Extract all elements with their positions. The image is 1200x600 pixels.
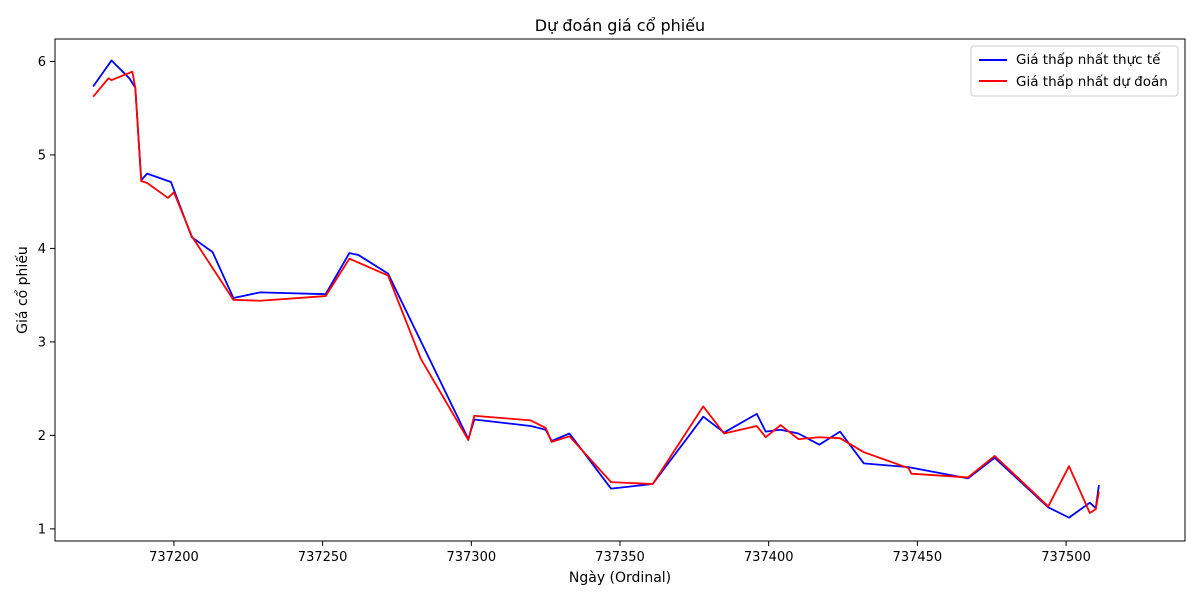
legend-box bbox=[970, 45, 1179, 97]
x-tick-label: 737200 bbox=[149, 550, 199, 565]
y-tick-label: 6 bbox=[38, 55, 46, 70]
x-tick-label: 737450 bbox=[893, 550, 943, 565]
x-tick-label: 737350 bbox=[595, 550, 645, 565]
y-tick-label: 2 bbox=[38, 429, 46, 444]
series-line-predicted bbox=[92, 70, 1100, 514]
y-tick-label: 3 bbox=[38, 335, 46, 350]
x-axis-title: Ngày (Ordinal) bbox=[569, 570, 671, 586]
series-layer bbox=[92, 59, 1100, 519]
x-tick-label: 737250 bbox=[298, 550, 348, 565]
y-axis: 1 2 3 4 5 6 bbox=[38, 55, 55, 537]
chart-title: Dự đoán giá cổ phiếu bbox=[535, 16, 705, 35]
x-tick-label: 737500 bbox=[1041, 550, 1091, 565]
plot-area bbox=[55, 39, 1185, 541]
legend-label-predicted: Giá thấp nhất dự đoán bbox=[1016, 74, 1168, 90]
x-axis: 737200 737250 737300 737350 737400 737450 7375… bbox=[149, 541, 1091, 565]
y-tick-label: 5 bbox=[38, 148, 46, 163]
legend-label-actual: Giá thấp nhất thực tế bbox=[1016, 51, 1161, 68]
y-tick-label: 4 bbox=[38, 242, 46, 257]
y-axis-title: Giá cổ phiếu bbox=[14, 246, 31, 334]
y-tick-label: 1 bbox=[38, 522, 46, 537]
x-tick-label: 737400 bbox=[744, 550, 794, 565]
legend: Giá thấp nhất thực tế Giá thấp nhất dự đ… bbox=[970, 45, 1179, 97]
plot-border bbox=[54, 38, 1186, 542]
x-tick-label: 737300 bbox=[446, 550, 496, 565]
